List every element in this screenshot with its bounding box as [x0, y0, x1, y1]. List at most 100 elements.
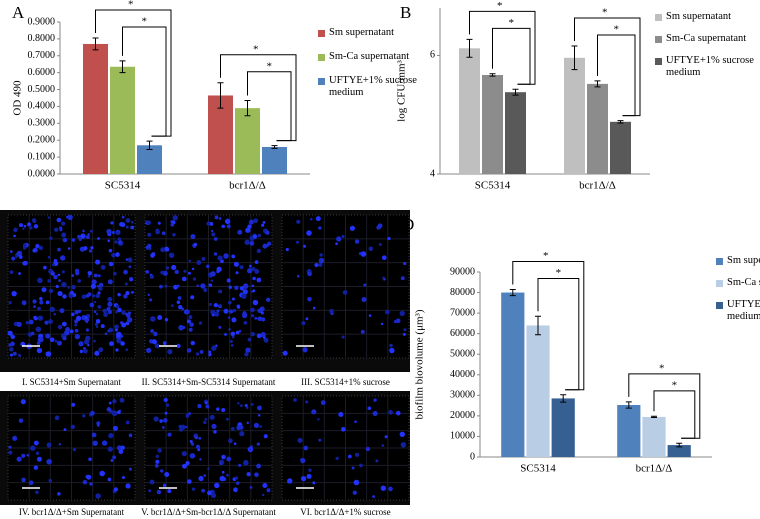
cell: [88, 457, 92, 461]
cell: [302, 347, 308, 353]
cell: [191, 487, 196, 491]
cell: [287, 478, 293, 484]
significance-star: *: [659, 362, 665, 374]
legend-label: Sm supernatant: [329, 27, 395, 38]
cell: [300, 458, 306, 464]
cell: [252, 299, 259, 306]
cell: [33, 305, 36, 309]
cell: [318, 262, 323, 267]
cell: [248, 448, 252, 452]
cell: [230, 344, 234, 347]
cell: [167, 432, 172, 437]
cell: [33, 440, 39, 446]
cell: [78, 341, 84, 347]
cell: [178, 324, 184, 331]
cell: [246, 268, 253, 274]
cell: [114, 324, 119, 330]
cell: [381, 255, 387, 261]
cell: [368, 246, 374, 252]
cell: [49, 236, 53, 240]
cell: [95, 259, 101, 265]
cell: [106, 407, 112, 412]
panel-label: A: [12, 3, 25, 22]
cell: [96, 421, 101, 426]
cell: [48, 288, 54, 294]
cell: [95, 493, 101, 499]
cell: [127, 257, 133, 263]
cell: [176, 343, 181, 349]
cell: [228, 285, 232, 289]
cell: [200, 283, 206, 289]
cell: [96, 284, 100, 288]
cell: [9, 353, 13, 357]
cell: [303, 445, 309, 451]
cell: [263, 337, 269, 343]
cell: [358, 252, 363, 256]
cell: [28, 319, 34, 325]
cell: [71, 312, 75, 317]
error-bar: [509, 288, 516, 297]
bar: [564, 57, 585, 174]
y-tick-label: 0.4000: [28, 101, 56, 112]
cell: [385, 309, 390, 315]
cell: [119, 397, 125, 403]
cell: [115, 304, 120, 309]
cell: [185, 413, 190, 418]
cell: [223, 253, 229, 259]
significance-star: *: [672, 379, 678, 391]
error-bar: [535, 315, 541, 336]
cell: [213, 237, 218, 241]
y-axis-label: biofilm biovolume (μm³): [414, 309, 426, 419]
cell: [231, 317, 237, 323]
y-tick-label: 30000: [450, 390, 475, 401]
cell: [61, 270, 65, 274]
cell: [318, 257, 325, 264]
cell: [260, 332, 266, 338]
cell: [209, 414, 215, 420]
cell: [32, 299, 37, 304]
significance-bracket: [597, 34, 636, 117]
cell: [115, 310, 119, 314]
cell: [82, 479, 88, 485]
cell: [178, 424, 183, 429]
cell: [203, 288, 208, 293]
error-bar: [560, 394, 567, 403]
microscopy-image: [7, 214, 136, 359]
cell: [111, 230, 115, 235]
cell: [254, 472, 259, 478]
cell: [18, 353, 22, 358]
cell: [335, 456, 339, 460]
cell: [203, 420, 207, 425]
cell: [89, 302, 95, 308]
cell: [335, 242, 338, 246]
cell: [190, 442, 195, 446]
cell: [125, 258, 129, 261]
cell: [384, 435, 388, 439]
bar: [587, 83, 608, 174]
cell: [53, 312, 57, 316]
bar: [83, 43, 108, 175]
cell: [155, 228, 160, 233]
cell: [164, 318, 169, 322]
cell: [35, 326, 42, 333]
cell: [116, 445, 122, 451]
bar: [526, 325, 550, 457]
cell: [207, 467, 210, 470]
error-bar: [217, 82, 224, 109]
cell: [250, 307, 255, 313]
error-bar: [594, 80, 601, 88]
cell: [91, 279, 97, 285]
cell: [9, 250, 13, 253]
cell: [174, 269, 179, 275]
cell: [37, 306, 41, 311]
microscopy-image: [281, 395, 410, 501]
cell: [171, 264, 177, 271]
cell: [44, 320, 49, 325]
significance-star: *: [497, 0, 503, 12]
significance-bracket: [653, 390, 696, 439]
cell: [18, 223, 23, 228]
cell: [8, 301, 12, 305]
cell: [69, 329, 74, 334]
cell: [157, 314, 163, 321]
cell: [117, 237, 122, 241]
